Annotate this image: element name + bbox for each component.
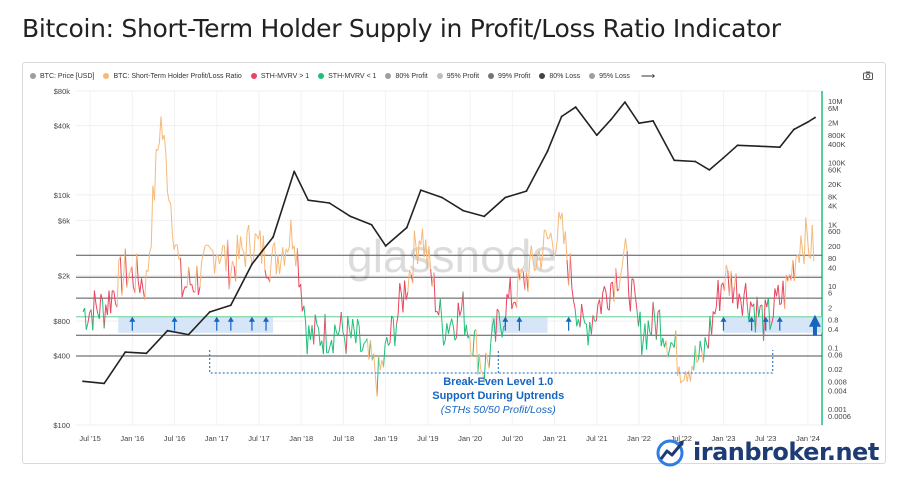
legend-item[interactable]: 95% Loss [589, 73, 630, 80]
legend-swatch [250, 73, 257, 79]
page-title: Bitcoin: Short-Term Holder Supply in Pro… [22, 14, 781, 43]
legend-more-arrow-icon[interactable]: ⟶ [640, 70, 656, 82]
legend-swatch [103, 73, 110, 79]
legend-item[interactable]: STH-MVRV < 1 [318, 73, 376, 80]
legend-item[interactable]: 80% Loss [539, 73, 580, 80]
legend-swatch [30, 73, 36, 79]
camera-icon[interactable] [863, 71, 873, 80]
legend-swatch [318, 73, 325, 79]
legend-label: 95% Loss [599, 72, 630, 80]
legend-item[interactable]: 95% Profit [436, 72, 480, 80]
legend-swatch [436, 73, 443, 79]
legend-item[interactable]: BTC: Short-Term Holder Profit/Loss Ratio [103, 72, 242, 80]
growth-chart-icon [656, 439, 684, 467]
legend-label: 80% Loss [549, 72, 581, 80]
brand-name: iranbroker.net [693, 438, 879, 466]
legend-label: 95% Profit [446, 72, 480, 80]
legend-label: STH-MVRV < 1 [328, 72, 377, 80]
chart-card [22, 62, 886, 464]
legend-item[interactable]: 99% Profit [488, 73, 530, 80]
legend-item[interactable]: BTC: Price [USD] [30, 73, 94, 80]
legend-label: 80% Profit [395, 72, 428, 80]
legend-item[interactable]: STH-MVRV > 1 [250, 72, 310, 80]
legend-label: BTC: Price [USD] [40, 72, 95, 80]
legend-swatch [539, 73, 546, 79]
legend-swatch [589, 73, 596, 79]
legend-item[interactable]: 80% Profit [385, 72, 428, 80]
legend-label: 99% Profit [498, 72, 531, 80]
legend-label: STH-MVRV > 1 [260, 72, 310, 80]
legend-swatch [385, 73, 392, 79]
legend-swatch [488, 73, 495, 79]
brand-watermark: iranbroker.net [655, 437, 879, 467]
chart-legend[interactable]: BTC: Price [USD] BTC: Short-Term Holder P… [30, 69, 655, 83]
legend-label: BTC: Short-Term Holder Profit/Loss Ratio [113, 72, 242, 80]
